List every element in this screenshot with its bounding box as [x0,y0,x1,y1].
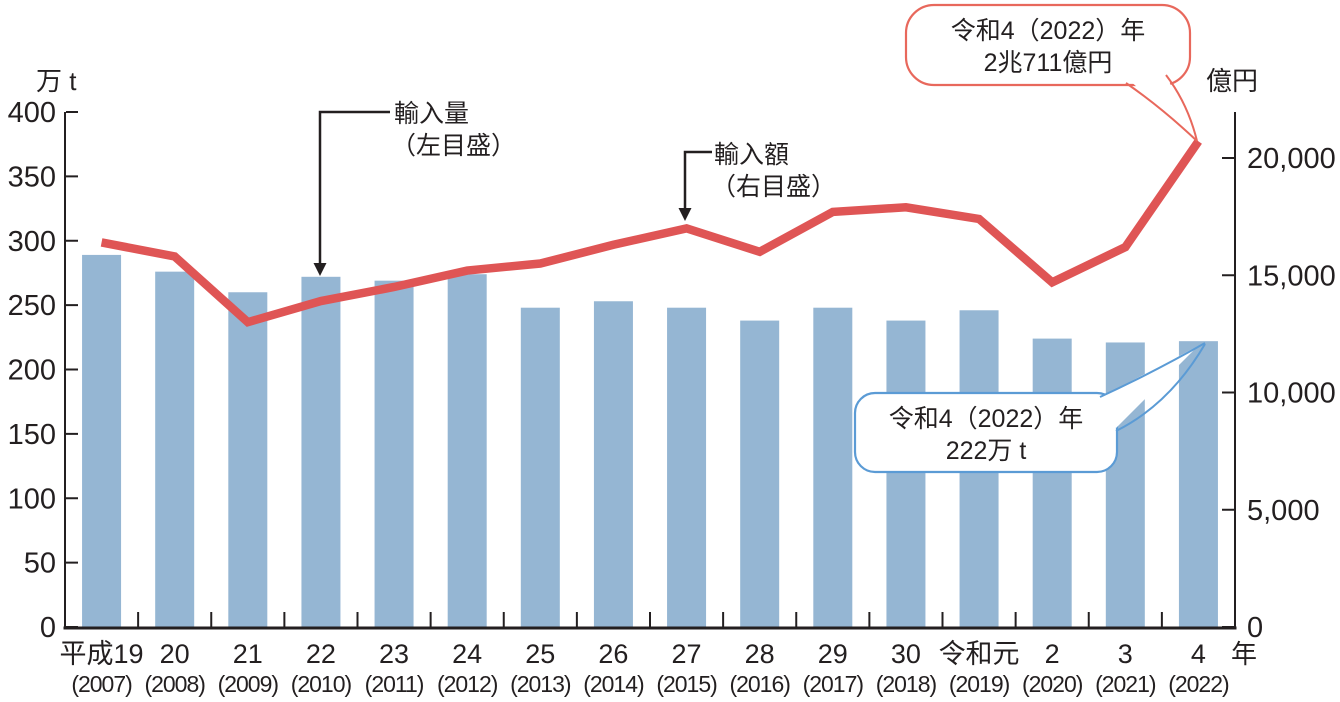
x-label-era: 4 [1191,639,1206,669]
bar-4 [1178,341,1218,627]
left-axis-ticks: 0 50 100 150 200 250 300 350 400 [8,97,78,644]
left-axis-unit-label: 万 t [36,66,77,96]
left-tick-label: 100 [8,483,56,515]
x-label-year: (2009) [218,671,279,697]
value-annotation-arrow [683,150,712,208]
quantity-annotation-label-line2: （左目盛） [391,132,516,160]
x-label-era: 25 [525,639,555,669]
x-label-year: (2013) [510,671,571,697]
x-label-era: 29 [818,639,848,669]
quantity-callout-tail-edge [1115,343,1206,432]
x-label-era: 3 [1118,639,1133,669]
x-label-era: 23 [379,639,409,669]
x-label-year: (2021) [1095,671,1156,697]
quantity-callout-tail-edge [1099,342,1206,398]
value-series-annotation: 輸入額 （右目盛） [678,141,836,221]
x-label-year: (2020) [1022,671,1083,697]
bar-21 [228,292,268,627]
left-tick-label: 400 [8,97,56,129]
bar-20 [155,271,195,627]
bar-22 [301,276,341,627]
x-label-era: 2 [1045,639,1060,669]
bar-26 [593,301,633,627]
left-tick-label: 350 [8,161,56,193]
bar-27 [667,307,707,627]
right-axis-unit-label: 億円 [1206,66,1258,96]
x-label-era: 24 [452,639,482,669]
bar-25 [520,307,560,627]
x-label-year: (2017) [803,671,864,697]
left-tick-label: 200 [8,355,56,387]
bar-23 [374,280,414,627]
quantity-callout-line1: 令和4（2022）年 [889,405,1084,433]
value-callout-bubble [904,3,1192,87]
x-label-era: 令和元 [939,639,1020,669]
x-axis-unit-label: 年 [1231,639,1257,669]
x-axis-ticks [137,612,1163,627]
value-callout-line2: 2兆711億円 [984,49,1113,77]
value-callout-line1: 令和4（2022）年 [951,17,1146,45]
right-axis-ticks: 0 5,000 10,000 15,000 20,000 [1222,143,1336,644]
right-tick-label: 15,000 [1247,260,1336,292]
x-label-year: (2007) [71,671,132,697]
x-label-year: (2018) [876,671,937,697]
x-label-year: (2015) [656,671,717,697]
bar-30 [886,320,926,627]
x-label-era: 30 [891,639,921,669]
value-callout-tail-edge [1125,82,1198,142]
bar-平成19 [82,254,122,627]
value-callout-tail-fill [1129,72,1193,136]
left-tick-label: 0 [40,612,56,644]
x-label-era: 27 [672,639,702,669]
bar-2 [1032,338,1072,627]
right-tick-label: 5,000 [1247,495,1320,527]
bar-24 [447,274,487,627]
quantity-callout-line2: 222万 t [946,437,1027,465]
axes [63,112,1237,630]
right-tick-label: 0 [1247,612,1263,644]
x-label-era: 22 [306,639,336,669]
left-tick-label: 300 [8,226,56,258]
quantity-series-annotation: 輸入量 （左目盛） [313,100,516,276]
quantity-annotation-arrowhead-icon [313,263,327,276]
x-axis-labels: 平成19(2007)20(2008)21(2009)22(2010)23(201… [60,639,1230,697]
x-label-era: 20 [160,639,190,669]
left-tick-label: 50 [24,548,56,580]
x-label-era: 21 [233,639,263,669]
import-quantity-bars [82,254,1218,627]
right-tick-label: 20,000 [1247,143,1336,175]
quantity-callout-bubble [853,391,1119,474]
import-value-line [100,138,1202,327]
x-label-year: (2019) [949,671,1010,697]
left-tick-label: 150 [8,419,56,451]
value-callout: 令和4（2022）年 2兆711億円 [904,3,1198,142]
x-label-year: (2008) [144,671,205,697]
quantity-annotation-label-line1: 輸入量 [394,100,469,128]
value-annotation-label-line2: （右目盛） [711,173,836,201]
x-label-year: (2011) [365,671,424,697]
value-annotation-arrowhead-icon [678,208,692,221]
x-label-year: (2010) [291,671,352,697]
x-label-era: 28 [745,639,775,669]
x-label-era: 平成19 [60,639,144,669]
quantity-callout-tail-fill [1103,346,1198,428]
x-label-year: (2014) [583,671,644,697]
quantity-callout: 令和4（2022）年 222万 t [853,342,1206,474]
x-label-year: (2016) [729,671,790,697]
value-callout-tail-edge [1165,74,1198,142]
bar-29 [813,307,853,627]
quantity-annotation-arrow [318,110,390,263]
x-label-year: (2022) [1168,671,1229,697]
right-tick-label: 10,000 [1247,378,1336,410]
left-tick-label: 250 [8,290,56,322]
bar-28 [740,320,780,627]
x-label-year: (2012) [437,671,498,697]
x-label-era: 26 [598,639,628,669]
value-annotation-label-line1: 輸入額 [714,141,789,169]
